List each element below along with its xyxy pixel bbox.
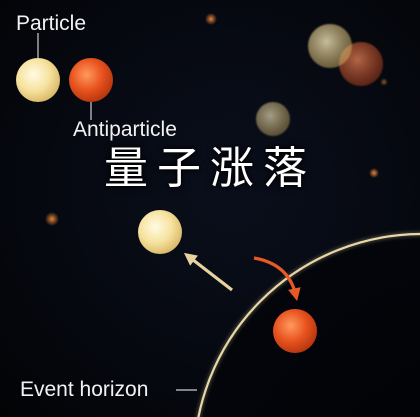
- particle-escape-arrow: [183, 252, 233, 292]
- legend-antiparticle: [69, 58, 113, 102]
- faint-particle: [256, 102, 290, 136]
- antiparticle-fall-arrow: [253, 256, 301, 302]
- legend-particle: [16, 58, 60, 102]
- particle-label: Particle: [16, 12, 87, 35]
- diagram-title: 量子涨落: [104, 143, 316, 194]
- falling-antiparticle: [273, 309, 317, 353]
- escaping-particle: [138, 210, 182, 254]
- background-glow-particle: [205, 13, 217, 25]
- antiparticle-label: Antiparticle: [73, 118, 177, 141]
- background-glow-particle: [380, 78, 388, 86]
- event-horizon-label: Event horizon: [20, 378, 149, 401]
- faint-particle: [308, 24, 352, 68]
- background-glow-particle: [45, 212, 59, 226]
- background-glow-particle: [369, 168, 379, 178]
